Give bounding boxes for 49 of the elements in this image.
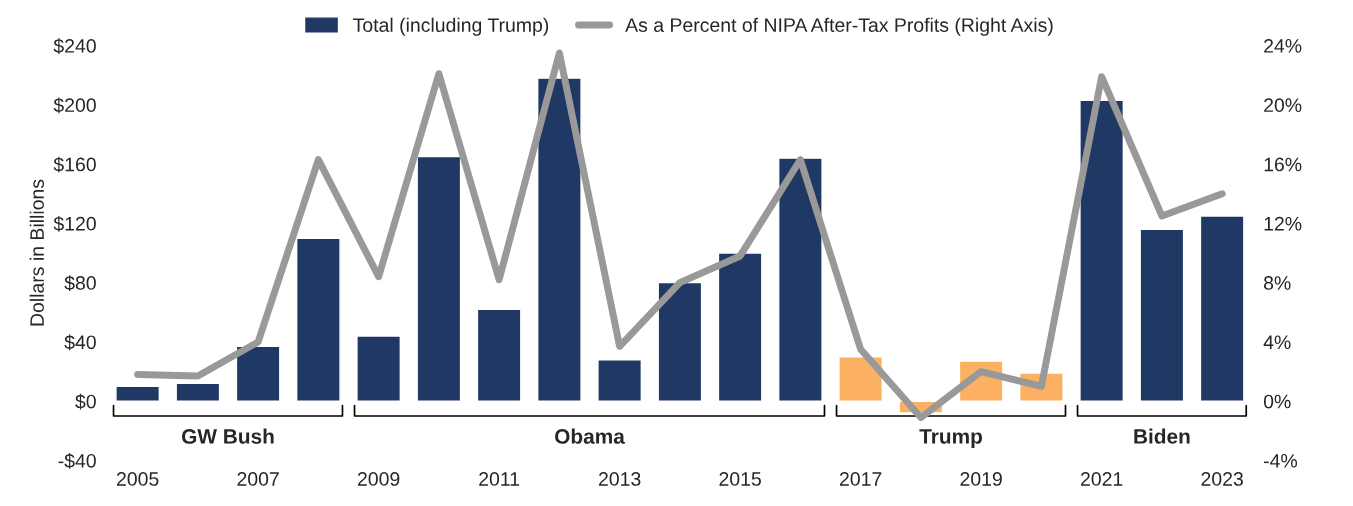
y2-tick-label: 4%: [1263, 335, 1291, 350]
y-tick-label: $40: [64, 334, 96, 351]
x-tick-label: 2005: [116, 472, 159, 486]
bar: [1079, 99, 1125, 402]
x-tick-label: 2011: [479, 472, 520, 486]
y2-tick-label: 12%: [1264, 216, 1302, 231]
y-tick-label: $80: [64, 275, 96, 292]
bar: [1199, 215, 1245, 402]
bar: [476, 308, 522, 402]
x-tick-label: 2023: [1201, 472, 1243, 486]
bar: [356, 335, 402, 402]
bar: [1139, 228, 1185, 402]
x-tick-label: 2009: [357, 472, 400, 486]
bar: [717, 252, 763, 402]
x-tick-label: 2015: [719, 472, 761, 486]
y-tick-label: -$40: [58, 453, 96, 469]
x-tick-label: 2017: [839, 472, 882, 486]
y-tick-label: $120: [53, 216, 96, 232]
y-axis-title: Dollars in Billions: [29, 179, 44, 326]
bar: [295, 237, 341, 402]
y2-tick-label: -4%: [1264, 454, 1298, 468]
y-tick-label: $240: [53, 38, 96, 54]
bar: [777, 157, 823, 402]
bar: [416, 155, 462, 402]
legend-label: As a Percent of NIPA After-Tax Profits (Right Axis): [625, 17, 1053, 36]
x-tick-label: 2013: [598, 472, 641, 486]
legend-label: Total (including Trump): [353, 17, 549, 36]
annotation: Biden: [1134, 428, 1190, 444]
y-tick-label: $160: [53, 156, 96, 173]
y-tick-label: $200: [53, 97, 96, 114]
y-tick-label: $0: [75, 393, 96, 410]
bar: [175, 382, 221, 402]
bar: [235, 345, 281, 402]
y2-tick-label: 16%: [1264, 157, 1302, 172]
x-tick-label: 2007: [237, 472, 279, 486]
annotation: GW Bush: [181, 428, 274, 444]
annotation: Obama: [555, 428, 625, 444]
bar: [597, 358, 643, 402]
x-tick-label: 2021: [1080, 472, 1123, 486]
bar: [657, 281, 703, 402]
y2-tick-label: 20%: [1264, 98, 1302, 113]
bar: [536, 77, 582, 402]
y2-tick-label: 24%: [1264, 39, 1302, 53]
bar: [115, 385, 161, 402]
bar: [838, 356, 884, 402]
y2-tick-label: 8%: [1264, 276, 1291, 290]
annotation: Trump: [919, 429, 982, 448]
x-tick-label: 2019: [960, 472, 1002, 486]
y2-tick-label: 0%: [1263, 394, 1291, 409]
